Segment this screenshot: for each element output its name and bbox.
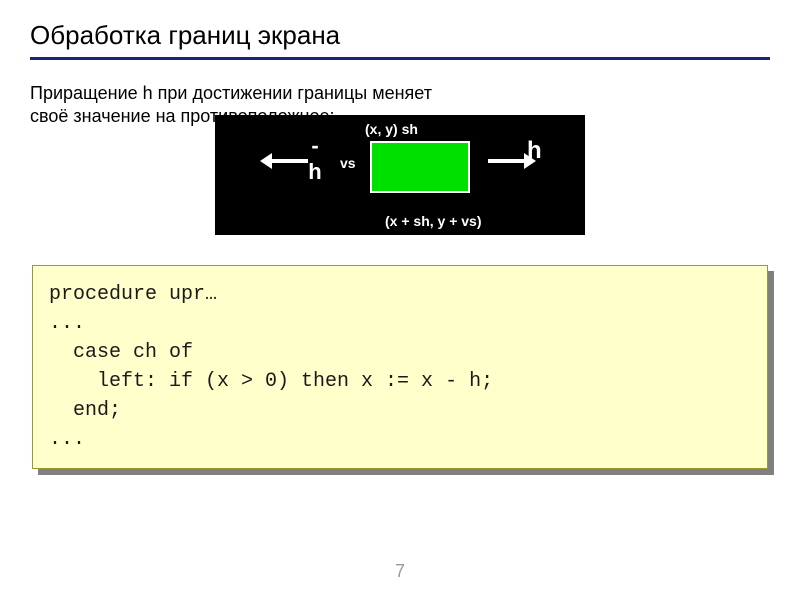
code-line: procedure upr… xyxy=(49,283,217,306)
page-number: 7 xyxy=(0,561,800,582)
code-line: end; xyxy=(49,399,121,422)
arrow-left-icon xyxy=(260,153,308,169)
subtitle-line1: Приращение h при достижении границы меня… xyxy=(30,83,432,103)
diagram-object-box xyxy=(370,141,470,193)
diagram-bottom-label: (x + sh, y + vs) xyxy=(385,213,482,229)
code-block: procedure upr… ... case ch of left: if (… xyxy=(32,265,768,469)
diagram-container: (x, y) sh -h vs h (x + sh, y + vs) xyxy=(30,115,770,235)
title-underline xyxy=(30,57,770,60)
code-line: ... xyxy=(49,312,85,335)
diagram-vs-label: vs xyxy=(340,155,356,171)
code-content: procedure upr… ... case ch of left: if (… xyxy=(32,265,768,469)
code-line: case ch of xyxy=(49,341,193,364)
diagram-top-label: (x, y) sh xyxy=(365,121,418,137)
code-line: left: if (x > 0) then x := x - h; xyxy=(49,370,493,393)
diagram-right-h: h xyxy=(527,137,542,165)
diagram: (x, y) sh -h vs h (x + sh, y + vs) xyxy=(215,115,585,235)
slide-title: Обработка границ экрана xyxy=(30,20,770,51)
diagram-left-h: -h xyxy=(305,133,325,185)
code-line: ... xyxy=(49,428,85,451)
